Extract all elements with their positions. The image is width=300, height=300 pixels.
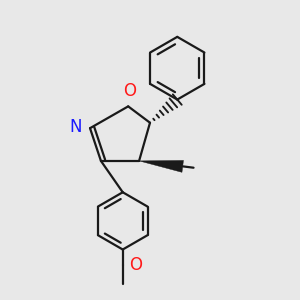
Text: N: N: [69, 118, 82, 136]
Text: O: O: [123, 82, 136, 100]
Text: O: O: [130, 256, 142, 274]
Polygon shape: [139, 160, 184, 172]
